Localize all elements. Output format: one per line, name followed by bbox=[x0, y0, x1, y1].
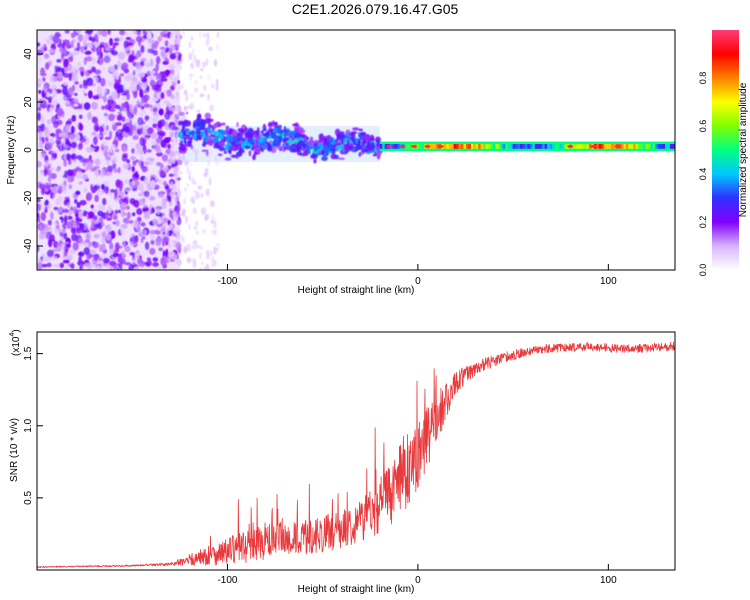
snr-y-multiplier-exponent: 4 bbox=[9, 333, 16, 337]
spectrogram-y-axis: -40 -20 0 20 40 bbox=[23, 48, 43, 253]
snr-y-multiplier-base: (x10 bbox=[11, 336, 22, 356]
spectrogram-x-tick-label: 0 bbox=[415, 276, 421, 287]
spectrogram-x-tick-label: -100 bbox=[217, 276, 237, 287]
snr-x-axis: -100 0 100 bbox=[217, 564, 617, 586]
colorbar-tick-label: 0.8 bbox=[698, 72, 708, 85]
colorbar-tick-label: 0.6 bbox=[698, 120, 708, 133]
colorbar-label: Normalized spectral amplitude bbox=[738, 82, 749, 217]
snr-series-line bbox=[37, 341, 675, 569]
spectrogram-y-label: Frequency (Hz) bbox=[6, 116, 17, 185]
colorbar-axis: 0.0 0.2 0.4 0.6 0.8 bbox=[698, 72, 708, 277]
spectrogram-y-tick-label: -40 bbox=[23, 238, 34, 253]
colorbar-bar bbox=[712, 30, 739, 270]
colorbar-tick-label: 0.4 bbox=[698, 168, 708, 181]
snr-y-axis: 0.5 1.0 1.5 bbox=[23, 346, 43, 505]
colorbar-tick-label: 0.2 bbox=[698, 216, 708, 229]
spectrogram-x-tick-label: 100 bbox=[600, 276, 617, 287]
spectrogram-y-tick-label: 0 bbox=[23, 147, 34, 153]
spectrogram-y-tick-label: 20 bbox=[23, 96, 34, 108]
snr-y-label: SNR (10 * v/v) bbox=[9, 418, 20, 482]
spectrogram-panel: -100 0 100 -40 -20 0 20 40 Height of straight … bbox=[6, 29, 676, 296]
snr-frame bbox=[36, 331, 676, 571]
spectrogram-y-tick-label: -20 bbox=[23, 190, 34, 205]
colorbar-tick-label: 0.0 bbox=[698, 264, 708, 277]
spectrogram-marks bbox=[37, 30, 675, 270]
spectrogram-y-tick-label: 40 bbox=[23, 48, 34, 60]
snr-y-tick-label: 1.5 bbox=[23, 346, 34, 360]
snr-x-tick-label: 0 bbox=[415, 575, 421, 586]
snr-panel: -100 0 100 0.5 1.0 1.5 Height of straight li… bbox=[9, 329, 676, 595]
snr-background bbox=[37, 332, 675, 570]
snr-y-multiplier: (x104) bbox=[9, 329, 22, 356]
spectrogram-x-label: Height of straight line (km) bbox=[298, 285, 415, 296]
snr-x-label: Height of straight line (km) bbox=[298, 584, 415, 595]
snr-x-tick-label: -100 bbox=[217, 575, 237, 586]
colorbar: 0.0 0.2 0.4 0.6 0.8 Normalized spectral ampl… bbox=[698, 30, 749, 276]
figure-title: C2E1.2026.079.16.47.G05 bbox=[292, 1, 459, 17]
spectrogram-x-axis: -100 0 100 bbox=[217, 264, 617, 287]
heatmap-tone bbox=[379, 141, 675, 152]
snr-x-tick-label: 100 bbox=[600, 575, 617, 586]
snr-y-tick-label: 1.0 bbox=[23, 418, 34, 432]
snr-y-multiplier-close: ) bbox=[11, 329, 22, 332]
snr-y-tick-label: 0.5 bbox=[23, 490, 34, 504]
heatmap-speckle bbox=[37, 30, 384, 270]
